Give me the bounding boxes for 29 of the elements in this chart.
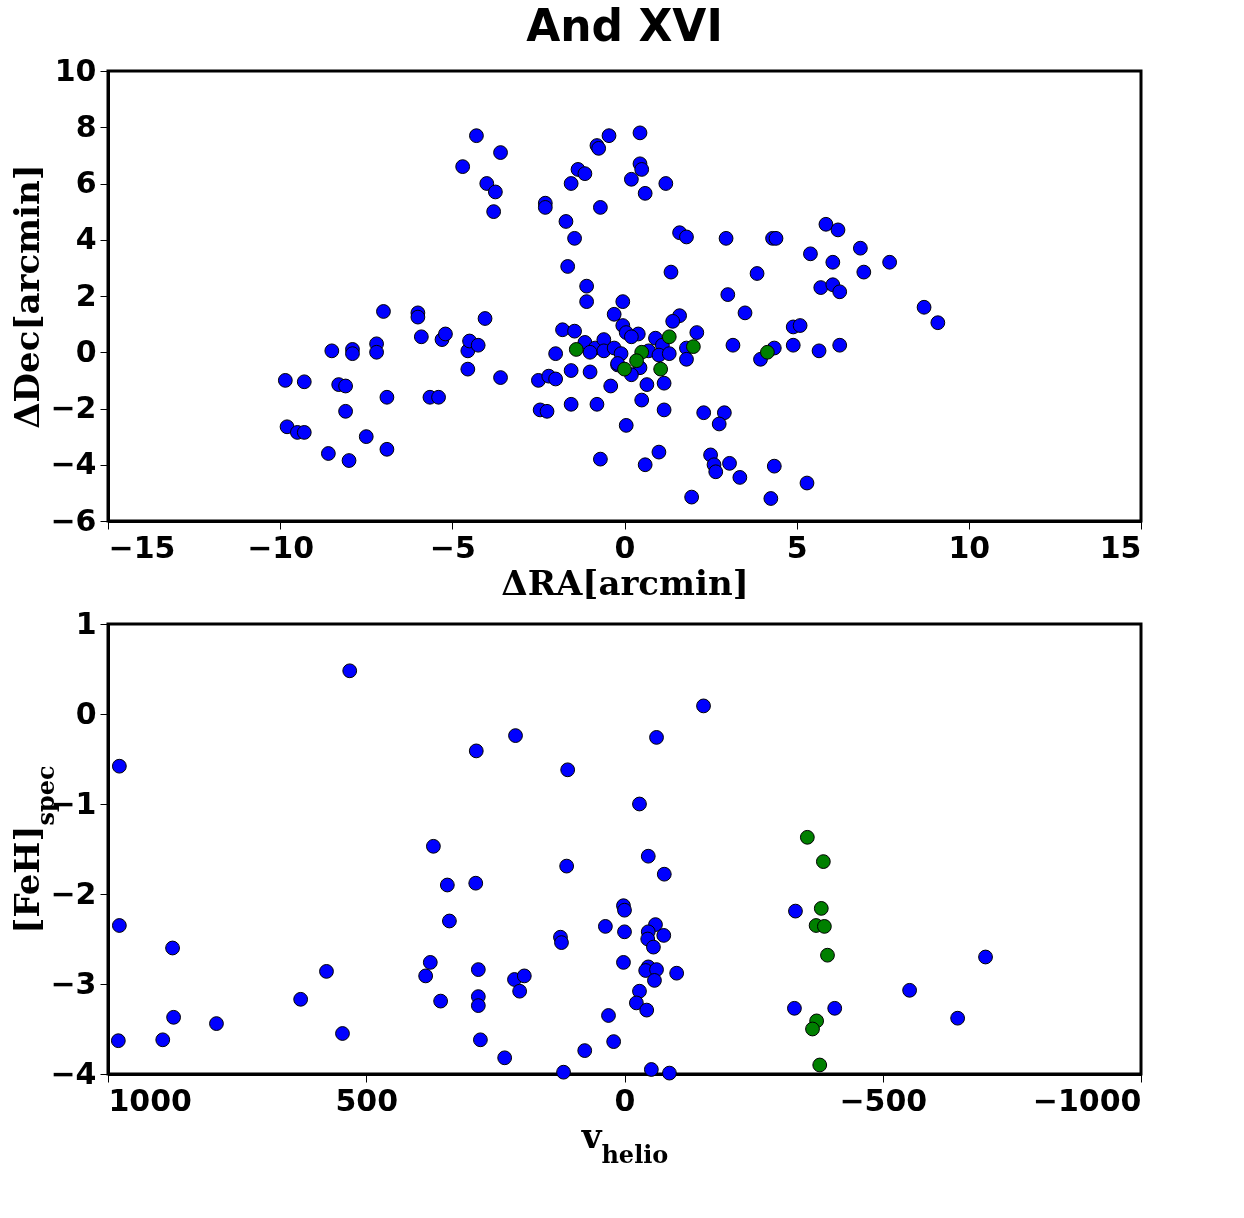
x-axis-title: ΔRA[arcmin]	[501, 562, 749, 603]
y-axis-title: ΔDec[arcmin]	[7, 164, 48, 429]
y-tick-label: −4	[50, 1055, 97, 1091]
y-tick-label: 4	[75, 221, 97, 257]
x-tick-label: −1000	[1032, 1082, 1142, 1118]
x-tick-label: −15	[108, 529, 176, 565]
x-tick-label: −500	[839, 1082, 928, 1118]
y-tick-label: 0	[75, 333, 97, 369]
x-tick-label: 0	[614, 1082, 636, 1118]
x-tick-label: −10	[247, 529, 315, 565]
y-tick-label: 1	[75, 605, 97, 641]
x-tick-label: 10	[948, 529, 991, 565]
y-tick-label: −4	[50, 446, 97, 482]
y-tick-label: −3	[50, 965, 97, 1001]
x-tick-label: 15	[1099, 529, 1142, 565]
chart-title: And XVI	[526, 0, 723, 51]
y-tick-label: 10	[54, 52, 97, 88]
y-tick-label: 0	[75, 695, 97, 731]
x-tick-label: 0	[614, 529, 636, 565]
x-axis-title: v$_{helio}$	[580, 1115, 669, 1168]
x-tick-label: −5	[429, 529, 476, 565]
x-tick-label: 500	[335, 1082, 399, 1118]
x-tick-label: 5	[786, 529, 808, 565]
y-tick-label: −6	[50, 502, 97, 538]
x-tick-label: 1000	[108, 1082, 192, 1118]
y-tick-label: 8	[75, 108, 97, 144]
y-tick-label: 2	[75, 277, 97, 313]
y-tick-label: 6	[75, 165, 97, 200]
y-tick-label: −2	[50, 390, 97, 425]
